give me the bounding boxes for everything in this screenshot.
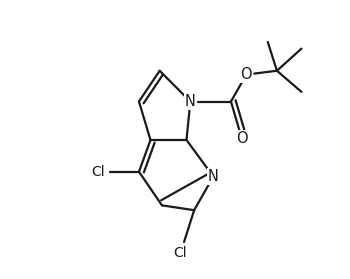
Text: N: N <box>208 169 219 184</box>
Text: Cl: Cl <box>92 165 105 179</box>
Text: N: N <box>185 94 196 109</box>
Text: O: O <box>240 67 252 82</box>
Text: O: O <box>236 131 247 146</box>
Text: Cl: Cl <box>174 246 187 260</box>
